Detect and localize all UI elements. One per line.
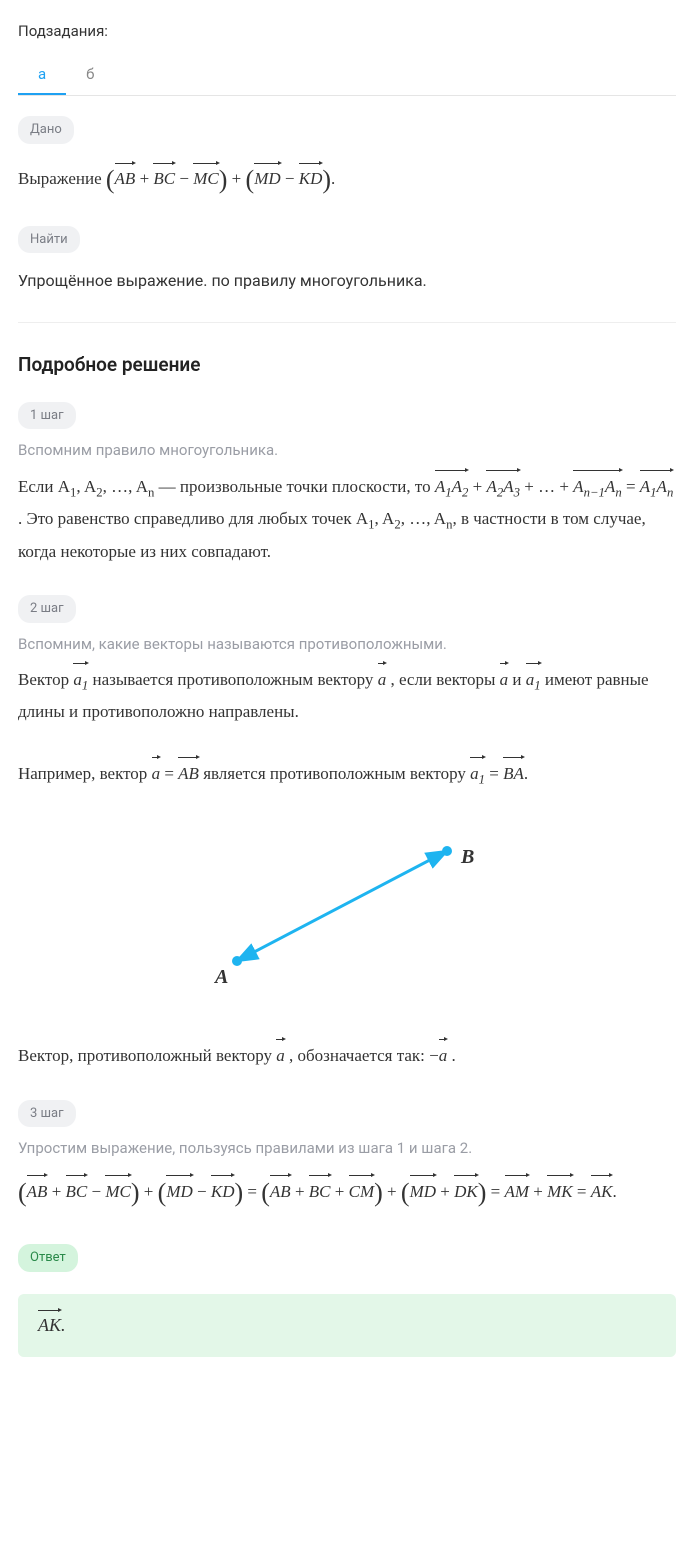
- find-block: Найти Упрощённое выражение. по правилу м…: [18, 226, 676, 295]
- step-3: 3 шаг Упростим выражение, пользуясь прав…: [18, 1100, 676, 1217]
- step-2: 2 шаг Вспомним, какие векторы называются…: [18, 595, 676, 1071]
- given-pill: Дано: [18, 116, 74, 144]
- answer-block: Ответ AK.: [18, 1244, 676, 1357]
- step-1-intro: Вспомним правило многоугольника.: [18, 439, 676, 462]
- step-1-pill: 1 шаг: [18, 402, 76, 430]
- given-prefix: Выражение: [18, 169, 106, 188]
- solution-title: Подробное решение: [18, 351, 676, 380]
- vector-diagram: AB: [18, 821, 676, 1001]
- step-2-after-diagram: Вектор, противоположный вектору a , обоз…: [18, 1041, 676, 1072]
- find-pill: Найти: [18, 226, 80, 254]
- subtasks-label: Подзадания:: [18, 20, 676, 43]
- step-3-pill: 3 шаг: [18, 1100, 76, 1128]
- separator: [18, 322, 676, 323]
- svg-text:B: B: [460, 846, 474, 868]
- step-3-intro: Упростим выражение, пользуясь правилами …: [18, 1137, 676, 1160]
- step-2-intro: Вспомним, какие векторы называются проти…: [18, 633, 676, 656]
- tabs: а б: [18, 55, 676, 97]
- step-2-pill: 2 шаг: [18, 595, 76, 623]
- given-content: Выражение (AB + BC − MC) + (MD − KD).: [18, 158, 676, 202]
- vector-svg: AB: [157, 821, 537, 1001]
- answer-content: AK.: [18, 1294, 676, 1357]
- tab-b[interactable]: б: [66, 55, 114, 96]
- given-block: Дано Выражение (AB + BC − MC) + (MD − KD…: [18, 116, 676, 202]
- step-2-body: Вектор a1 называется противоположным век…: [18, 665, 676, 791]
- svg-text:A: A: [213, 966, 228, 988]
- step-3-body: (AB + BC − MC) + (MD − KD) = (AB + BC + …: [18, 1170, 676, 1217]
- tab-a[interactable]: а: [18, 55, 66, 96]
- step-1-body: Если A1, A2, …, An — произвольные точки …: [18, 472, 676, 567]
- find-content: Упрощённое выражение. по правилу многоуг…: [18, 267, 676, 294]
- given-expression: (AB + BC − MC) + (MD − KD).: [106, 169, 335, 188]
- answer-pill: Ответ: [18, 1244, 78, 1272]
- step-1: 1 шаг Вспомним правило многоугольника. Е…: [18, 402, 676, 567]
